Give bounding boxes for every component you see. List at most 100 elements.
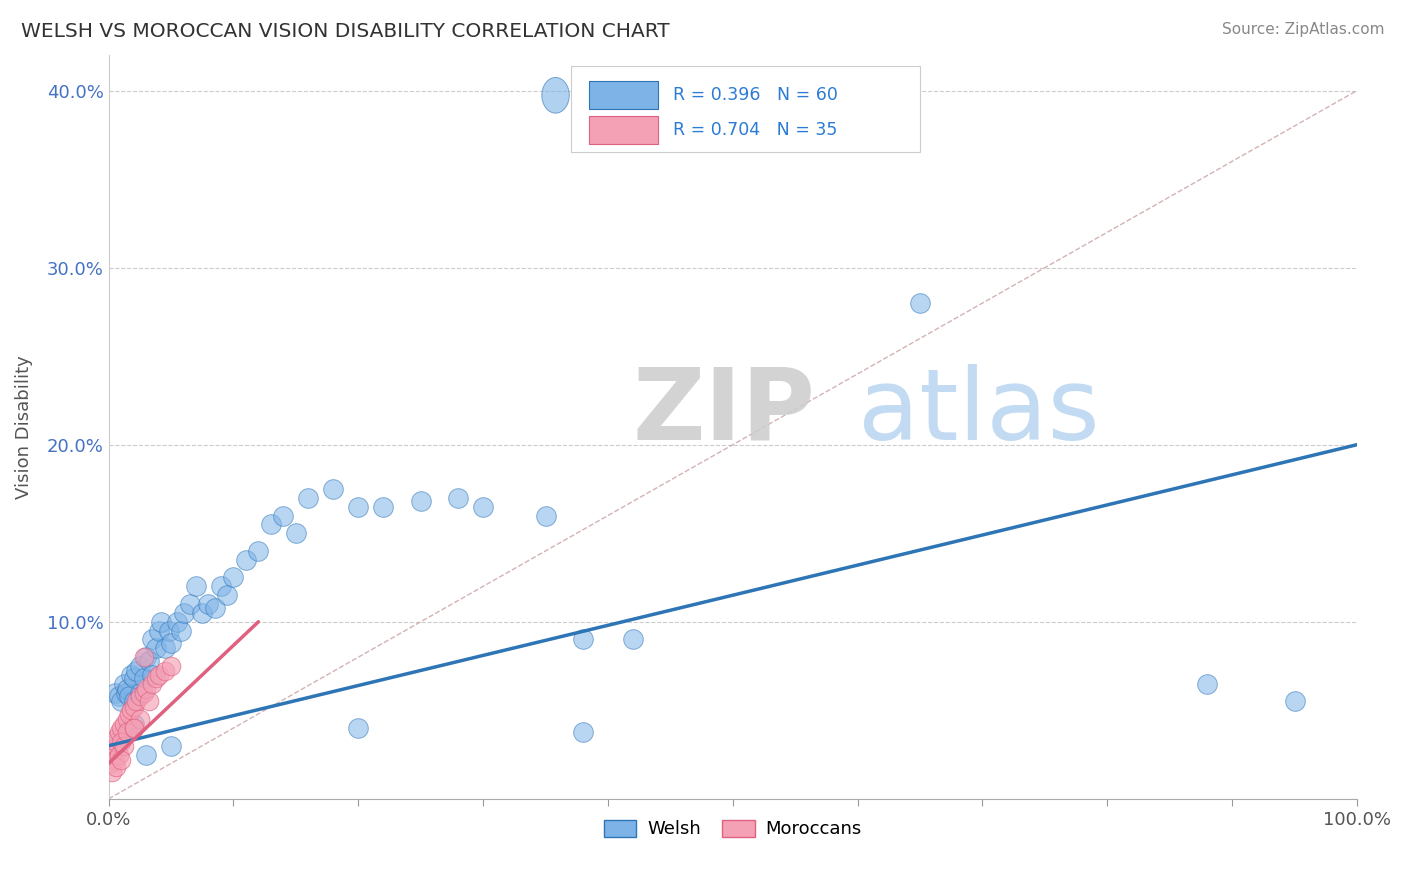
Point [128,689,150,703]
Point [247,544,270,558]
Point [122,699,145,714]
Point [179,597,201,611]
Point [204,600,226,615]
Point [117,689,139,703]
Point [117,681,139,696]
Point [117,724,139,739]
Point [297,491,319,505]
Point [148,624,170,638]
Text: atlas: atlas [858,364,1099,460]
Point [150,615,173,629]
Text: WELSH VS MOROCCAN VISION DISABILITY CORRELATION CHART: WELSH VS MOROCCAN VISION DISABILITY CORR… [21,22,669,41]
Ellipse shape [541,78,569,113]
Point [621,632,644,647]
Point [122,694,145,708]
FancyBboxPatch shape [571,66,920,152]
Point [112,677,135,691]
Point [148,668,170,682]
Point [117,706,139,721]
Point [197,597,219,611]
Point [112,717,135,731]
Point [110,730,132,744]
Point [447,491,470,505]
Point [166,615,188,629]
Point [120,703,142,717]
Point [191,606,214,620]
Point [347,721,370,735]
Point [132,685,155,699]
Point [122,721,145,735]
Point [157,624,180,638]
Point [107,747,129,762]
Point [170,624,193,638]
Text: Source: ZipAtlas.com: Source: ZipAtlas.com [1222,22,1385,37]
Point [138,694,160,708]
Point [141,668,163,682]
Text: ZIP: ZIP [633,364,815,460]
Point [101,747,124,762]
Point [572,632,595,647]
Point [138,654,160,668]
Point [105,735,128,749]
Point [908,296,931,310]
Point [110,753,132,767]
Point [132,650,155,665]
Point [160,636,183,650]
Point [160,739,183,753]
Point [153,641,176,656]
Point [110,694,132,708]
Point [322,482,344,496]
Point [117,712,139,726]
Point [135,747,157,762]
Point [132,672,155,686]
Point [122,721,145,735]
Point [145,672,167,686]
Point [105,730,128,744]
Point [125,694,148,708]
Point [141,677,163,691]
Point [104,753,127,767]
Point [115,685,138,699]
Point [284,526,307,541]
Point [125,665,148,679]
Point [173,606,195,620]
Point [128,712,150,726]
Point [110,721,132,735]
Point [120,668,142,682]
Legend: Welsh, Moroccans: Welsh, Moroccans [596,813,869,846]
Point [235,553,257,567]
Point [347,500,370,514]
Point [110,735,132,749]
Point [373,500,395,514]
Point [128,659,150,673]
Point [117,724,139,739]
Point [184,579,207,593]
Text: R = 0.704   N = 35: R = 0.704 N = 35 [673,121,837,139]
Point [222,570,245,584]
Point [107,724,129,739]
Point [209,579,232,593]
Point [100,756,122,771]
Point [135,681,157,696]
Point [141,632,163,647]
Point [107,689,129,703]
Point [153,665,176,679]
Point [534,508,557,523]
Point [472,500,495,514]
Y-axis label: Vision Disability: Vision Disability [15,355,32,499]
Point [260,517,283,532]
Point [135,650,157,665]
Point [572,724,595,739]
Point [128,685,150,699]
Point [104,739,127,753]
Point [105,760,128,774]
Point [145,641,167,656]
Point [1284,694,1306,708]
Text: R = 0.396   N = 60: R = 0.396 N = 60 [673,87,838,104]
FancyBboxPatch shape [589,81,658,110]
Point [122,672,145,686]
Point [104,685,127,699]
Point [103,742,125,756]
Point [217,588,239,602]
Point [409,494,432,508]
